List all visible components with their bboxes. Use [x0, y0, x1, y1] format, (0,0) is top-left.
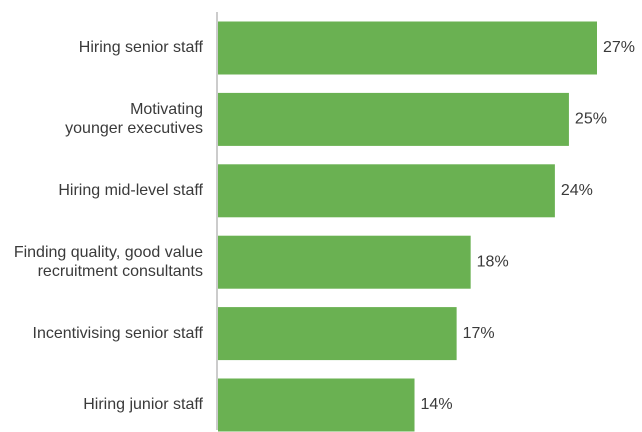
value-label-1: 27%: [603, 39, 635, 56]
bars-group: [218, 21, 597, 432]
category-labels-group: Hiring senior staff Motivating younger exe…: [14, 39, 204, 413]
category-label-6: Hiring junior staff: [83, 396, 203, 413]
category-label-line: Finding quality, good value: [14, 244, 203, 261]
category-label-4: Finding quality, good value recruitment c…: [14, 244, 203, 280]
value-labels-group: 27% 25% 24% 18% 17% 14%: [421, 39, 636, 413]
bar-2: [218, 92, 569, 146]
bar-5: [218, 307, 457, 361]
value-label-6: 14%: [421, 396, 453, 413]
category-label-2: Motivating younger executives: [65, 101, 203, 137]
value-label-4: 18%: [477, 253, 509, 270]
category-label-line: Incentivising senior staff: [33, 325, 204, 342]
value-label-5: 17%: [463, 325, 495, 342]
category-label-line: younger executives: [65, 120, 203, 137]
category-label-line: Hiring mid-level staff: [58, 182, 203, 199]
category-label-3: Hiring mid-level staff: [58, 182, 203, 199]
bar-3: [218, 164, 555, 218]
category-label-line: Motivating: [130, 101, 203, 118]
value-label-2: 25%: [575, 111, 607, 128]
bar-4: [218, 235, 471, 289]
category-label-line: Hiring senior staff: [79, 39, 204, 56]
value-label-3: 24%: [561, 182, 593, 199]
bar-6: [218, 378, 415, 432]
category-label-line: Hiring junior staff: [83, 396, 203, 413]
bar-1: [218, 21, 597, 75]
category-label-1: Hiring senior staff: [79, 39, 204, 56]
category-label-5: Incentivising senior staff: [33, 325, 204, 342]
category-label-line: recruitment consultants: [38, 263, 203, 280]
